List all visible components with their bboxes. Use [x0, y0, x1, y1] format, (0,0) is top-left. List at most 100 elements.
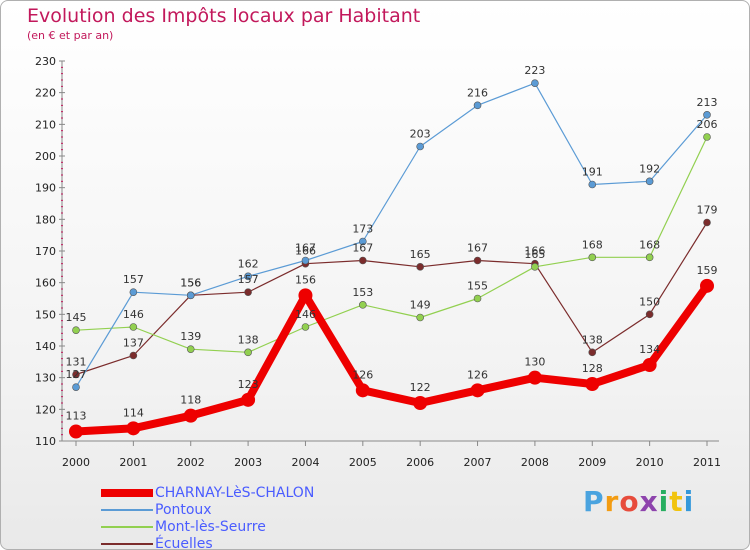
x-tick-label: 2006 [406, 456, 434, 469]
data-label: 191 [582, 166, 603, 179]
data-point [72, 383, 80, 391]
legend-label: Pontoux [155, 502, 212, 518]
x-tick-label: 2003 [234, 456, 262, 469]
data-label: 203 [410, 128, 431, 141]
data-point [473, 256, 482, 265]
y-tick-label: 140 [35, 340, 56, 353]
brand-logo: Proxiti [583, 485, 694, 518]
data-point [298, 288, 313, 303]
chart-title: Evolution des Impôts locaux par Habitant [27, 5, 421, 27]
data-point [703, 111, 711, 119]
data-label: 165 [410, 248, 431, 261]
data-label: 139 [180, 330, 201, 343]
data-point [700, 278, 714, 293]
data-label: 122 [410, 381, 431, 394]
data-point [470, 383, 485, 398]
data-point [301, 256, 310, 265]
data-label: 213 [697, 96, 718, 109]
data-point [72, 370, 80, 379]
data-point [531, 263, 539, 271]
data-label: 166 [295, 245, 316, 258]
data-label: 114 [123, 406, 144, 419]
brand-letter: x [639, 485, 659, 518]
data-point [645, 253, 654, 262]
x-tick-label: 2000 [62, 456, 90, 469]
legend-label: Écuelles [155, 536, 213, 550]
data-point [588, 180, 597, 189]
data-label: 128 [582, 362, 603, 375]
data-point [473, 101, 482, 110]
chart-subtitle: (en € et par an) [27, 29, 114, 42]
data-label: 159 [697, 264, 718, 277]
y-tick-label: 180 [35, 213, 56, 226]
x-tick-label: 2008 [521, 456, 549, 469]
data-label: 167 [352, 242, 373, 255]
data-label: 165 [524, 248, 545, 261]
data-point [359, 237, 367, 246]
data-point [72, 326, 80, 334]
x-tick-label: 2009 [578, 456, 606, 469]
data-label: 138 [582, 333, 603, 346]
data-label: 168 [639, 238, 660, 251]
data-point [527, 370, 542, 385]
data-point [186, 291, 195, 300]
data-point [183, 408, 198, 423]
data-label: 126 [352, 368, 373, 381]
x-tick-label: 2002 [177, 456, 205, 469]
data-point [129, 323, 138, 331]
data-label: 149 [410, 299, 431, 312]
data-label: 153 [352, 286, 373, 299]
legend-swatch [101, 526, 153, 528]
y-tick-label: 130 [35, 372, 56, 385]
y-tick-label: 230 [35, 55, 56, 68]
y-tick-label: 110 [35, 435, 56, 448]
data-point [416, 263, 424, 271]
legend-swatch [101, 509, 153, 511]
y-tick-label: 200 [35, 150, 56, 163]
x-tick-label: 2010 [636, 456, 664, 469]
brand-letter: o [619, 485, 640, 518]
data-point [588, 348, 597, 357]
data-label: 113 [66, 410, 87, 423]
data-label: 157 [123, 273, 144, 286]
data-point [126, 421, 141, 436]
data-label: 123 [238, 378, 259, 391]
data-label: 192 [639, 162, 660, 175]
series-line-3 [75, 221, 708, 376]
legend-label: CHARNAY-LèS-CHALON [155, 485, 315, 501]
series-line-2 [75, 136, 708, 353]
data-label: 167 [467, 242, 488, 255]
data-label: 223 [524, 64, 545, 77]
x-tick-label: 2001 [119, 456, 147, 469]
brand-letter: i [683, 485, 695, 518]
legend-swatch [101, 489, 153, 497]
data-point [129, 288, 138, 296]
data-point [355, 383, 370, 398]
data-label: 134 [639, 343, 660, 356]
data-point [588, 253, 597, 262]
x-tick-label: 2007 [464, 456, 492, 469]
y-tick-label: 190 [35, 182, 56, 195]
data-point [531, 79, 539, 87]
series-line-0 [72, 281, 711, 436]
data-label: 173 [352, 223, 373, 236]
data-point [473, 294, 482, 303]
series-line-1 [75, 82, 708, 388]
data-point [703, 218, 711, 227]
data-label: 138 [238, 333, 259, 346]
legend-swatch [101, 543, 153, 545]
data-point [69, 424, 83, 439]
data-label: 126 [467, 368, 488, 381]
data-point [359, 301, 367, 309]
data-point [413, 396, 428, 410]
data-label: 156 [180, 276, 201, 289]
x-tick-label: 2011 [693, 456, 721, 469]
data-label: 131 [66, 356, 87, 369]
data-label: 155 [467, 280, 488, 293]
data-point [359, 256, 367, 265]
brand-letter: r [604, 485, 620, 518]
data-label: 146 [123, 308, 144, 321]
brand-letter: t [669, 485, 684, 518]
data-label: 150 [639, 295, 660, 308]
